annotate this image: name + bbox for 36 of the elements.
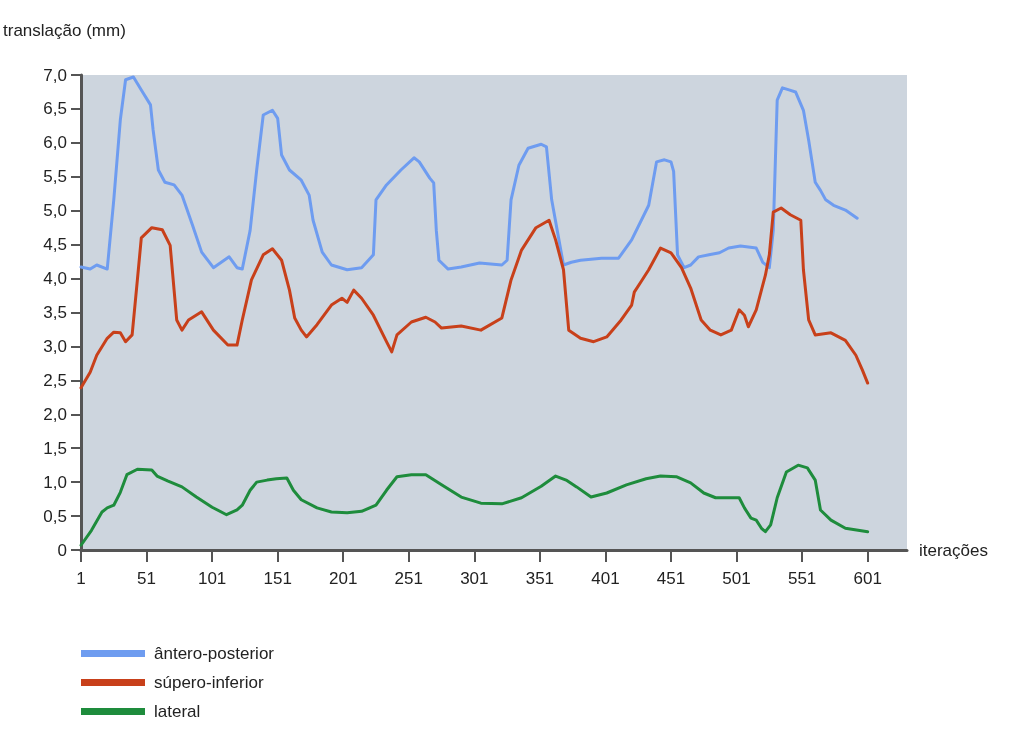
x-tick-label: 151 <box>263 569 292 588</box>
y-tick-label: 5,5 <box>43 167 67 187</box>
x-tick-label: 251 <box>394 569 423 588</box>
y-tick-label: 2,0 <box>43 404 67 424</box>
y-tick-label: 1,5 <box>43 438 67 458</box>
line-series <box>79 463 870 547</box>
x-tick-label: 1 <box>76 569 86 588</box>
y-tick-label: 3,0 <box>43 336 67 356</box>
x-tick-label: 451 <box>656 569 686 588</box>
x-tick-label: 601 <box>853 569 882 588</box>
y-tick-label: 6,5 <box>43 99 67 119</box>
y-tick-label: 3,5 <box>43 303 67 322</box>
x-tick-label: 351 <box>525 569 555 588</box>
y-tick-label: 5,0 <box>43 201 67 221</box>
x-tick-label: 101 <box>197 569 227 588</box>
x-tick-label: 51 <box>137 569 157 588</box>
legend-label: súpero-inferior <box>154 673 264 692</box>
y-tick-label: 7,0 <box>43 65 67 85</box>
x-tick-label: 551 <box>787 569 817 588</box>
y-tick-label: 0 <box>57 540 67 560</box>
line-series <box>79 75 859 272</box>
x-tick-label: 401 <box>591 569 620 588</box>
x-tick-label: 301 <box>460 569 489 588</box>
legend-label: lateral <box>154 702 201 721</box>
y-tick-label: 6,0 <box>43 133 67 153</box>
y-tick-label: 2,5 <box>43 370 67 390</box>
y-tick-label: 1,0 <box>43 472 67 492</box>
x-tick-label: 201 <box>329 569 358 588</box>
line-series <box>79 206 870 390</box>
legend-label: ântero-posterior <box>154 644 275 663</box>
x-tick-label: 501 <box>722 569 751 588</box>
x-axis-title: iterações <box>919 540 988 560</box>
y-tick-label: 4,0 <box>43 269 67 289</box>
y-axis-title: translação (mm) <box>3 21 126 40</box>
y-tick-label: 0,5 <box>43 506 67 526</box>
y-tick-label: 4,5 <box>43 235 67 255</box>
